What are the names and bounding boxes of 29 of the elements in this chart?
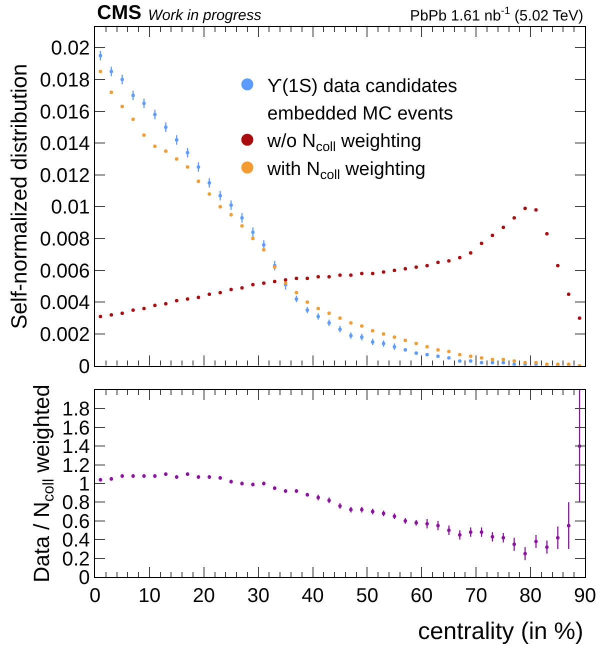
x-tick-label: 60 — [410, 585, 433, 608]
x-tick-label: 20 — [192, 585, 216, 608]
y-tick-label: 0.008 — [40, 228, 90, 251]
y-tick-label: 0.016 — [40, 101, 90, 124]
y-tick-label: 0.004 — [40, 292, 90, 314]
chart-title: CMS — [97, 2, 142, 24]
y-axis-title: Self-normalized distribution — [6, 64, 32, 330]
y-tick-label: 0.012 — [40, 164, 90, 187]
y-tick-label: 0.018 — [40, 69, 90, 92]
text: PbPb 1.61 nb$^{-1}$ (5.02 TeV) — [410, 5, 584, 24]
x-tick-label: 70 — [464, 585, 488, 608]
x-tick-label: 50 — [356, 585, 378, 608]
y-tick-label: 0 — [78, 356, 90, 378]
annotation: embedded MC events — [267, 103, 454, 124]
legend-label: ϒ(1S) data candidates — [267, 76, 458, 97]
x-tick-label: 30 — [247, 585, 270, 608]
x-tick-label: 10 — [138, 585, 161, 608]
y-tick-label: 0.006 — [40, 260, 90, 282]
x-tick-label: 40 — [302, 585, 324, 608]
x-tick-label: 90 — [574, 585, 596, 608]
y-tick-label: 0.002 — [40, 324, 90, 346]
y-tick-label: 0.01 — [50, 196, 90, 219]
x-tick-label: 80 — [519, 585, 542, 608]
chart-subtitle: Work in progress — [148, 7, 262, 24]
y-tick-label: 0.02 — [50, 38, 90, 60]
y-tick-label: 0.014 — [40, 133, 90, 156]
legend-label: w/o N$_{coll}$ weighting — [266, 131, 422, 154]
x-axis-title: centrality (in %) — [418, 618, 584, 645]
legend-label: with N$_{coll}$ weighting — [266, 158, 426, 182]
